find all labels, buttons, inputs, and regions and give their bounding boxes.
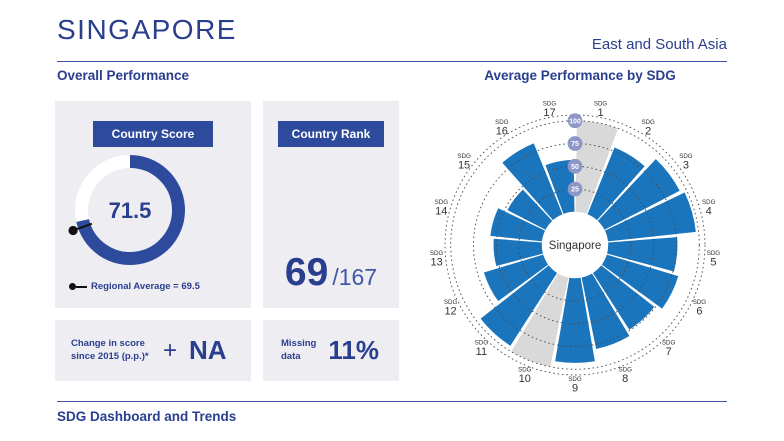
regional-average-text: Regional Average = 69.5 [91, 281, 200, 292]
sdg-13-sector [493, 238, 543, 267]
page-title: SINGAPORE [57, 14, 237, 45]
missing-data-label: Missing data [281, 338, 316, 363]
score-value: 71.5 [109, 198, 152, 223]
country-score-panel: Country Score 71.5 Regional Average = 69… [55, 101, 251, 308]
sdg-17-sector [545, 159, 575, 214]
average-by-sdg-heading: Average Performance by SDG [484, 68, 676, 83]
sdg-6-label: SDG 6 [693, 299, 707, 318]
sdg-radial-chart: Singapore 25 50 75 100 SDG 1 SDG 2 SDG 3 SDG 4 SDG 5 SD… [430, 100, 721, 395]
chart-center-circle [543, 213, 607, 277]
sdg-11-sector [480, 265, 558, 346]
sdg-15-sector [507, 189, 553, 230]
sdg-14-label: SDG 14 [435, 199, 449, 218]
sdg-13-label: SDG 13 [430, 250, 443, 269]
missing-label-line2: data [281, 350, 301, 362]
sdg-8-label: SDG 8 [619, 367, 633, 386]
sdg-7-sector [592, 265, 655, 330]
chart-center-label: Singapore [549, 240, 601, 252]
sdg-9-label: SDG 9 [568, 376, 582, 395]
regional-average-tick [75, 222, 93, 231]
change-label-line1: Change in score [71, 338, 145, 349]
sdg-8-sector [581, 273, 630, 349]
sdg-1-label: SDG 1 [594, 100, 608, 119]
change-in-score-panel: Change in score since 2015 (p.p.)* + NA [55, 320, 251, 381]
axis-badge-75-label: 75 [571, 141, 579, 148]
grid-ring-25 [518, 188, 632, 302]
sdg-17-label: SDG 17 [543, 100, 557, 119]
sdg-5-label: SDG 5 [707, 250, 721, 269]
sdg-15-label: SDG 15 [457, 153, 471, 172]
sdg-7-label: SDG 7 [662, 340, 676, 359]
sdg-2-sector [587, 147, 645, 221]
axis-badge-100 [567, 113, 583, 129]
sdg-6-sector [601, 254, 679, 309]
missing-label-line1: Missing [281, 338, 317, 349]
axis-badge-50 [567, 158, 583, 174]
footer-divider [57, 401, 727, 402]
missing-data-panel: Missing data 11% [263, 320, 399, 381]
rank-value: 69 /167 [263, 251, 399, 295]
regional-average-dot [68, 225, 78, 236]
regional-average-legend: Regional Average = 69.5 [69, 281, 200, 292]
sdg-14-sector [490, 208, 546, 242]
header-divider [57, 61, 727, 62]
overall-performance-heading: Overall Performance [57, 68, 190, 83]
sdg-16-sector [502, 143, 563, 221]
change-value: NA [189, 335, 227, 365]
regional-average-line-icon [76, 285, 87, 288]
sdg-12-label: SDG 12 [444, 299, 458, 318]
rank-number: 69 [284, 251, 329, 294]
sdg-3-sector [597, 159, 680, 230]
axis-badge-25 [567, 181, 583, 197]
axis-badge-75 [567, 136, 583, 151]
axis-badge-50-label: 50 [571, 164, 579, 171]
sdg-2-label: SDG 2 [641, 119, 655, 138]
region-label: East and South Asia [591, 36, 727, 53]
country-rank-tag: Country Rank [278, 121, 384, 147]
change-label-line2: since 2015 (p.p.)* [71, 350, 149, 362]
sdg-4-sector [604, 192, 696, 242]
axis-badge-100-label: 100 [569, 118, 581, 125]
gauge-value-arc [76, 155, 185, 265]
sdg-9-sector [555, 277, 595, 363]
missing-data-value: 11% [328, 335, 379, 365]
score-gauge-chart: 71.5 [68, 155, 185, 265]
sdg-5-sector [607, 237, 678, 272]
country-score-tag: Country Score [93, 121, 213, 147]
sdg-10-sector [511, 273, 569, 367]
regional-average-marker-icon [69, 283, 76, 290]
footer-heading: SDG Dashboard and Trends [57, 409, 237, 424]
grid-ring-75 [473, 143, 677, 347]
sdg-4-label: SDG 4 [702, 199, 716, 218]
sdg-3-label: SDG 3 [679, 153, 693, 172]
change-sign: + [163, 336, 178, 364]
sdg-12-sector [483, 254, 549, 302]
sdg-10-label: SDG 10 [518, 367, 532, 386]
axis-badge-25-label: 25 [571, 187, 579, 194]
rank-total: /167 [332, 264, 378, 290]
sdg-16-label: SDG 16 [495, 119, 509, 138]
country-rank-panel: Country Rank 69 /167 [263, 101, 399, 308]
sdg-radial-chart-area: Singapore 25 50 75 100 SDG 1 SDG 2 SDG 3 SDG 4 SDG 5 SD… [430, 95, 730, 405]
change-in-score-label: Change in score since 2015 (p.p.)* [71, 338, 157, 363]
sdg-11-label: SDG 11 [475, 340, 489, 359]
